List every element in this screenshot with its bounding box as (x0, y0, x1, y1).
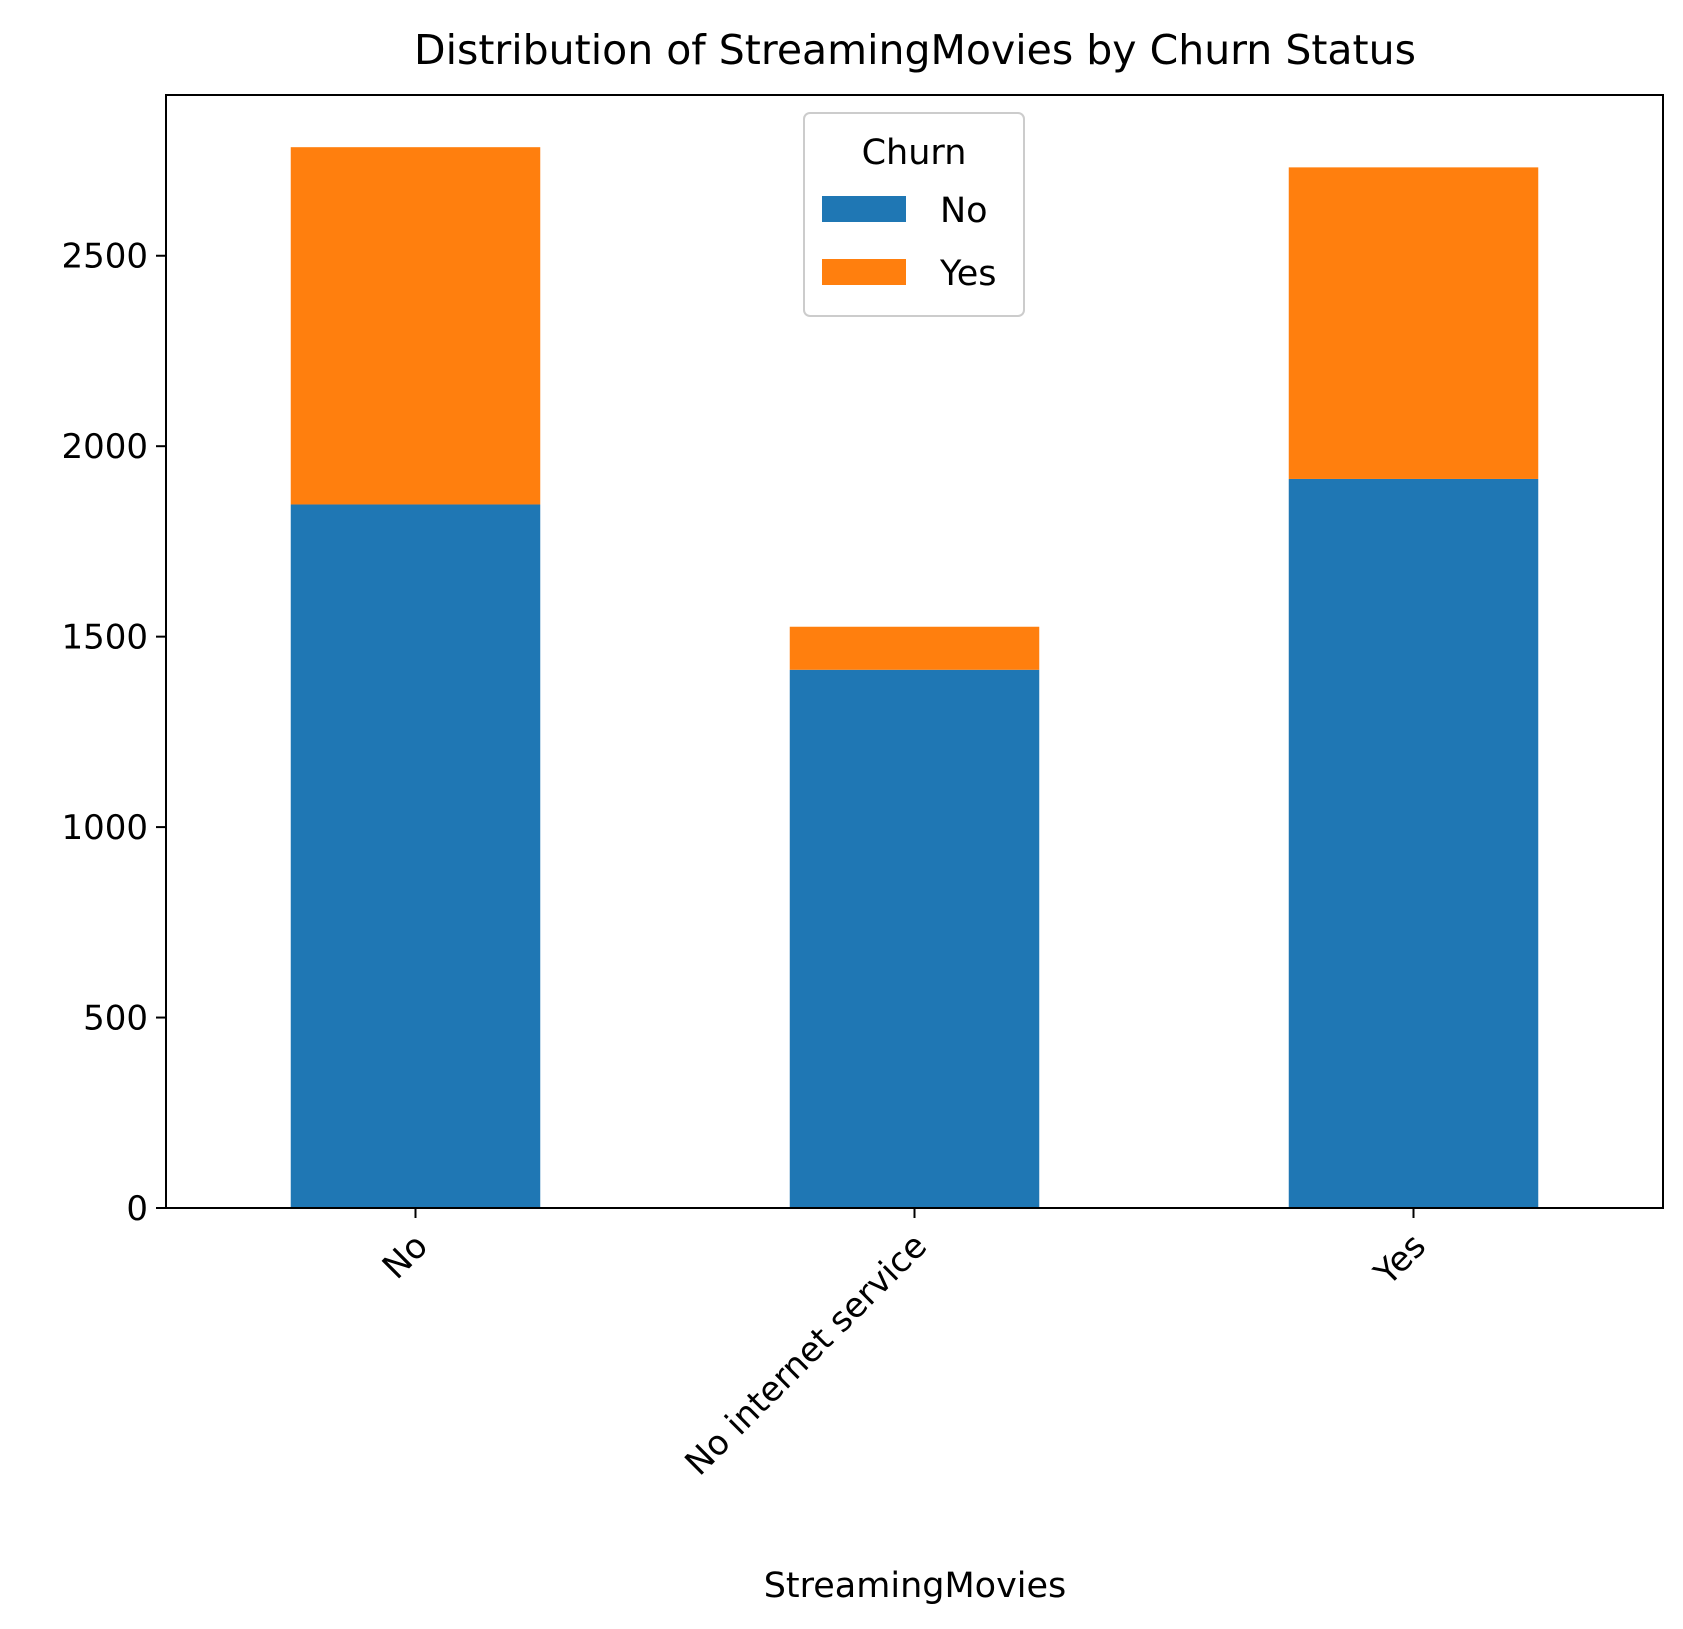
y-tick-label: 1500 (61, 618, 148, 658)
legend-swatch-yes (822, 259, 906, 285)
legend-label-no: No (940, 191, 988, 231)
legend[interactable]: Churn No Yes (803, 112, 1025, 317)
legend-label-yes: Yes (939, 254, 997, 294)
bar-no-churn-no (290, 504, 541, 1208)
y-tick-label: 2500 (61, 237, 148, 277)
chart-title: Distribution of StreamingMovies by Churn… (414, 26, 1416, 74)
legend-swatch-no (822, 196, 906, 222)
y-tick-label: 0 (126, 1189, 148, 1229)
bar-no-internet-service-churn-yes (789, 626, 1040, 670)
y-axis: 0 500 1000 1500 2000 2500 (61, 237, 166, 1229)
bar-no-churn-yes (290, 147, 541, 505)
bar-yes-churn-no (1288, 478, 1539, 1209)
bars-group (290, 147, 1539, 1209)
x-axis-label: StreamingMovies (764, 1566, 1067, 1606)
y-tick-label: 2000 (61, 427, 148, 467)
bar-no-internet-service-churn-no (789, 669, 1040, 1208)
bar-yes-churn-yes (1288, 167, 1539, 479)
y-tick-label: 1000 (61, 808, 148, 848)
y-tick-label: 500 (83, 999, 148, 1039)
legend-title: Churn (862, 133, 967, 173)
